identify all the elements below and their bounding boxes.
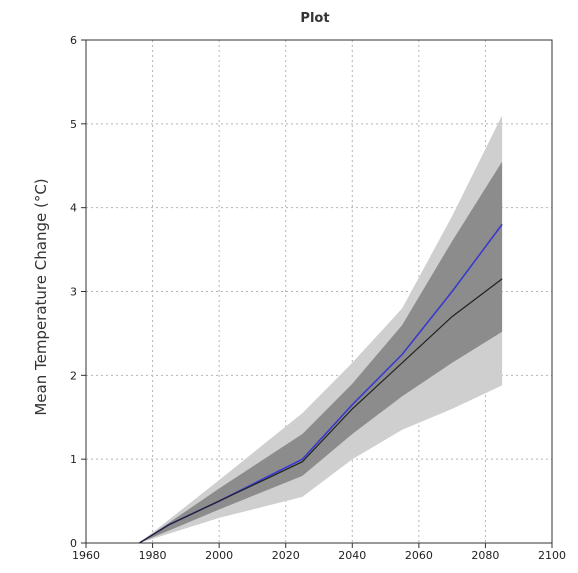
x-tick-label-3: 2020 xyxy=(272,549,300,562)
x-tick-label-1: 1980 xyxy=(139,549,167,562)
y-tick-label-5: 5 xyxy=(70,118,77,131)
y-tick-label-4: 4 xyxy=(70,202,77,215)
x-tick-label-5: 2060 xyxy=(405,549,433,562)
band-1 xyxy=(139,161,503,543)
y-axis: 0 1 2 3 4 5 6 xyxy=(70,34,86,550)
x-tick-label-0: 1960 xyxy=(72,549,100,562)
x-tick-label-2: 2000 xyxy=(205,549,233,562)
x-tick-label-6: 2080 xyxy=(471,549,499,562)
x-tick-label-4: 2040 xyxy=(338,549,366,562)
y-tick-label-0: 0 xyxy=(70,537,77,550)
series-lines xyxy=(138,223,503,544)
uncertainty-bands xyxy=(139,115,503,544)
y-tick-label-6: 6 xyxy=(70,34,77,47)
series-line-1 xyxy=(138,278,503,544)
y-tick-label-1: 1 xyxy=(70,453,77,466)
x-tick-label-7: 2100 xyxy=(538,549,566,562)
chart-title: Plot xyxy=(300,11,329,26)
y-tick-label-2: 2 xyxy=(70,369,77,382)
y-axis-label: Mean Temperature Change (°C) xyxy=(32,178,50,415)
y-tick-label-3: 3 xyxy=(70,286,77,299)
x-axis: 1960 1980 2000 2020 2040 2060 2080 2100 xyxy=(72,543,566,562)
